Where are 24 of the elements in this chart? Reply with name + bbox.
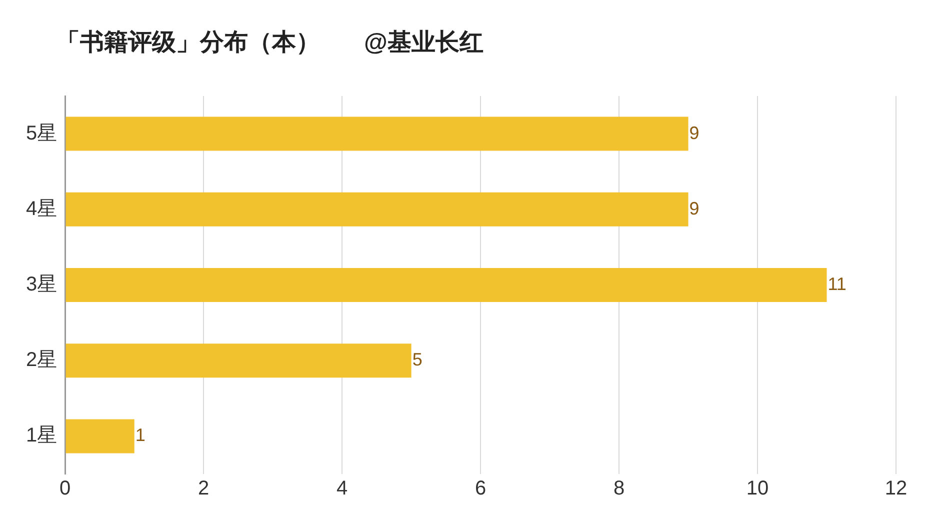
data-label: 11 <box>828 274 846 294</box>
y-tick-label: 2星 <box>26 349 58 372</box>
data-label: 1 <box>135 425 146 446</box>
x-tick-label: 2 <box>198 478 210 500</box>
y-tick-label: 4星 <box>26 198 58 220</box>
chart-subtitle: @基业长红 <box>364 28 484 58</box>
x-tick-label: 8 <box>613 478 625 500</box>
x-tick-label: 0 <box>60 478 71 500</box>
bar <box>66 192 688 226</box>
bar <box>66 419 134 454</box>
x-tick-label: 6 <box>475 478 486 500</box>
y-tick-label: 5星 <box>26 122 58 144</box>
data-label: 9 <box>689 198 700 218</box>
bar <box>66 344 412 378</box>
y-tick-label: 3星 <box>26 274 58 296</box>
data-label: 9 <box>689 122 700 143</box>
chart-title: 「书籍评级」分布（本） <box>56 28 320 58</box>
bar <box>66 268 827 302</box>
data-label: 5 <box>412 350 422 370</box>
x-tick-label: 4 <box>336 478 348 500</box>
x-tick-label: 10 <box>746 478 769 500</box>
y-tick-label: 1星 <box>26 424 58 447</box>
x-tick-label: 12 <box>884 478 908 500</box>
bar <box>66 116 688 151</box>
